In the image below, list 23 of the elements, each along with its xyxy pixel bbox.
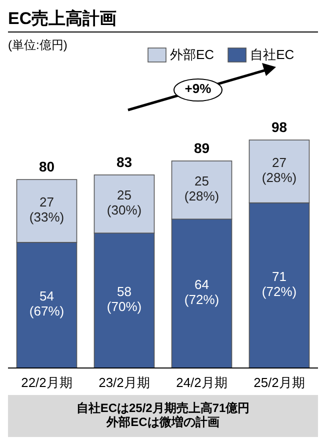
x-tick-label: 24/2月期 [176, 375, 228, 390]
total-label: 98 [271, 118, 288, 135]
data-label: 54 (67%) [29, 289, 64, 320]
total-label: 83 [116, 154, 132, 170]
legend-label: 自社EC [250, 47, 294, 62]
data-label: 25 (28%) [184, 174, 220, 204]
data-label: 71 (72%) [262, 269, 297, 300]
legend-label: 外部EC [170, 47, 214, 62]
total-label: 80 [38, 158, 55, 174]
data-label: 27 (28%) [262, 155, 297, 186]
x-tick-label: 23/2月期 [98, 375, 150, 390]
text: 自社ECは25/2月期売上高71億円 [76, 401, 250, 416]
data-label: 58 (70%) [106, 284, 142, 314]
text: +9% [184, 81, 212, 96]
text: 外部ECは微増の計画 [106, 415, 220, 430]
x-tick-label: 22/2月期 [21, 375, 72, 390]
total-label: 89 [194, 140, 210, 156]
data-label: 25 (30%) [106, 188, 142, 218]
data-label: 64 (72%) [184, 278, 220, 308]
x-tick-label: 25/2月期 [254, 375, 305, 390]
chart-subtitle: (単位:億円) [8, 38, 68, 52]
chart-title: EC売上高計画 [8, 9, 117, 28]
data-label: 27 (33%) [29, 194, 64, 225]
